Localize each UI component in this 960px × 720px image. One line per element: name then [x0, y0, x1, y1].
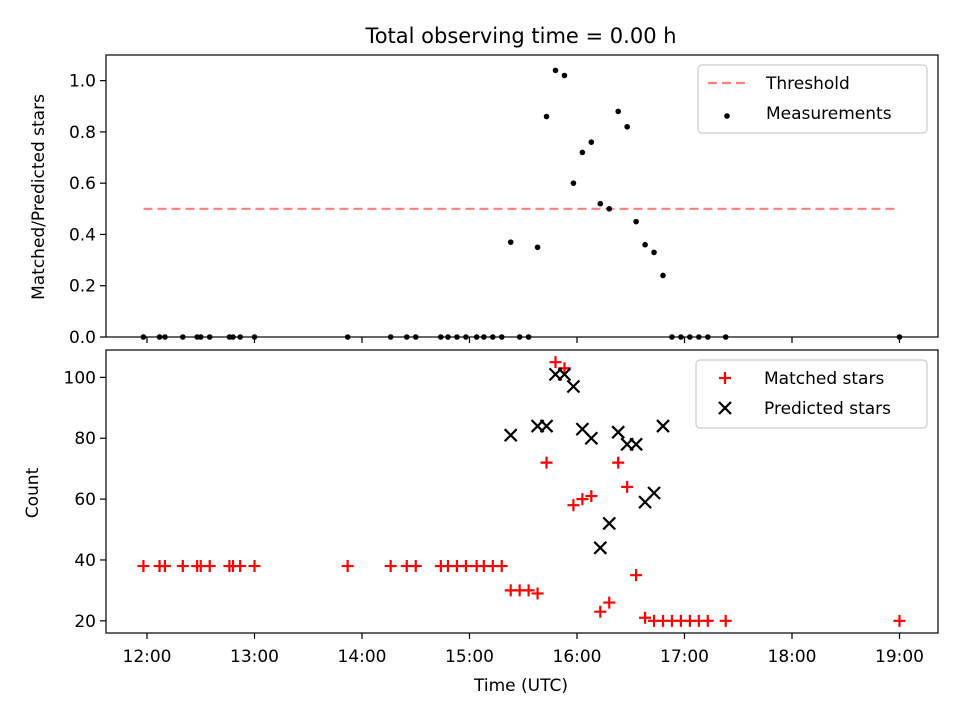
- measurement-point: [534, 244, 541, 251]
- matched-star-point: [612, 456, 625, 469]
- matched-star-point: [158, 560, 171, 573]
- bottom-plot: 20 40 60 80 100 12:00 13:00 14:00 15:00 16:00 17:0…: [64, 349, 939, 667]
- matched-star-point: [409, 560, 422, 573]
- top-y-tick-label: 0.4: [69, 225, 96, 245]
- legend-label: Measurements: [766, 104, 892, 124]
- x-tick-label: 13:00: [230, 647, 279, 667]
- bottom-legend: Matched stars Predicted stars: [695, 359, 928, 429]
- matched-star-point: [459, 560, 472, 573]
- legend-label: Predicted stars: [764, 399, 891, 419]
- predicted-legend-swatch: [718, 401, 732, 415]
- predicted-star-point: [566, 379, 581, 394]
- measurement-point: [507, 239, 514, 245]
- predicted-star-point: [593, 541, 608, 555]
- measurement-point: [552, 67, 559, 74]
- top-plot-frame: [105, 54, 939, 338]
- matched-star-point: [893, 614, 906, 627]
- measurement-point: [651, 249, 657, 256]
- x-tick-label: 19:00: [875, 647, 924, 667]
- predicted-star-point: [539, 419, 554, 433]
- legend-label: Matched stars: [764, 369, 884, 389]
- x-tick-label: 12:00: [123, 647, 172, 667]
- matched-star-point: [522, 584, 535, 597]
- top-y-tick-label: 0.0: [69, 328, 96, 348]
- matched-legend-swatch: [719, 372, 731, 384]
- matched-star-point: [176, 560, 189, 573]
- matched-star-point: [234, 560, 247, 573]
- predicted-star-point: [629, 437, 643, 452]
- measurement-point: [597, 200, 604, 207]
- x-tick-label: 16:00: [553, 647, 602, 667]
- top-y-tick-label: 0.6: [69, 174, 96, 194]
- top-y-tick-label: 1.0: [69, 72, 96, 92]
- matched-star-point: [341, 560, 354, 573]
- measurement-point: [615, 108, 622, 115]
- measurement-point: [570, 180, 577, 186]
- x-tick-label: 18:00: [768, 647, 817, 667]
- predicted-star-point: [503, 428, 518, 442]
- top-plot: 0.0 0.2 0.4 0.6 0.8 1.0 Threshold Measurements: [69, 54, 939, 348]
- matched-star-point: [719, 614, 732, 627]
- matched-star-point: [384, 560, 397, 573]
- matched-star-point: [585, 490, 598, 503]
- legend-label: Threshold: [765, 74, 850, 94]
- matched-star-point: [621, 480, 634, 493]
- matched-star-point: [495, 560, 508, 573]
- x-axis-label: Time (UTC): [473, 676, 568, 696]
- x-tick-label: 17:00: [660, 647, 709, 667]
- matched-star-point: [203, 560, 216, 573]
- measurement-point: [606, 206, 613, 212]
- predicted-star-point: [584, 431, 599, 446]
- measurement-point: [561, 72, 568, 79]
- top-y-axis-label: Matched/Predicted stars: [29, 94, 49, 300]
- chart-title: Total observing time = 0.00 h: [364, 24, 676, 48]
- top-y-tick-label: 0.8: [69, 123, 96, 143]
- predicted-star-point: [557, 367, 572, 382]
- top-y-tick-label: 0.2: [69, 277, 96, 297]
- matched-star-point: [549, 356, 562, 369]
- legend-box: [697, 64, 928, 134]
- top-legend: Threshold Measurements: [697, 64, 928, 134]
- measurement-point: [642, 241, 648, 248]
- measurement-point: [624, 123, 630, 130]
- x-tick-label: 14:00: [338, 647, 387, 667]
- predicted-star-point: [656, 419, 670, 433]
- matched-star-point: [540, 456, 553, 469]
- matched-star-point: [248, 560, 261, 573]
- bottom-y-tick-label: 40: [74, 551, 96, 571]
- matched-star-point: [137, 560, 150, 573]
- matched-star-point: [639, 611, 652, 624]
- measurement-point: [588, 139, 595, 145]
- bottom-y-tick-label: 80: [74, 429, 96, 449]
- legend-box: [695, 359, 928, 429]
- x-tick-label: 15:00: [445, 647, 494, 667]
- bottom-y-axis-label: Count: [23, 467, 43, 518]
- measurement-point: [579, 149, 586, 156]
- measurement-point: [543, 113, 550, 120]
- matched-star-point: [594, 605, 607, 618]
- matched-star-point: [630, 569, 643, 582]
- bottom-y-tick-label: 20: [74, 612, 96, 632]
- predicted-star-point: [602, 516, 617, 531]
- bottom-plot-frame: [105, 349, 939, 634]
- matched-star-point: [701, 614, 714, 627]
- matched-star-point: [531, 587, 544, 600]
- matched-star-point: [576, 493, 589, 506]
- bottom-y-tick-label: 60: [74, 490, 96, 510]
- measurement-point: [660, 272, 666, 279]
- matched-star-point: [603, 596, 616, 609]
- predicted-star-point: [647, 486, 661, 500]
- matched-star-point: [567, 499, 580, 512]
- measurement-point: [633, 218, 639, 225]
- bottom-y-tick-label: 100: [64, 368, 96, 388]
- measurement-legend-swatch: [724, 113, 730, 119]
- predicted-star-point: [611, 425, 625, 439]
